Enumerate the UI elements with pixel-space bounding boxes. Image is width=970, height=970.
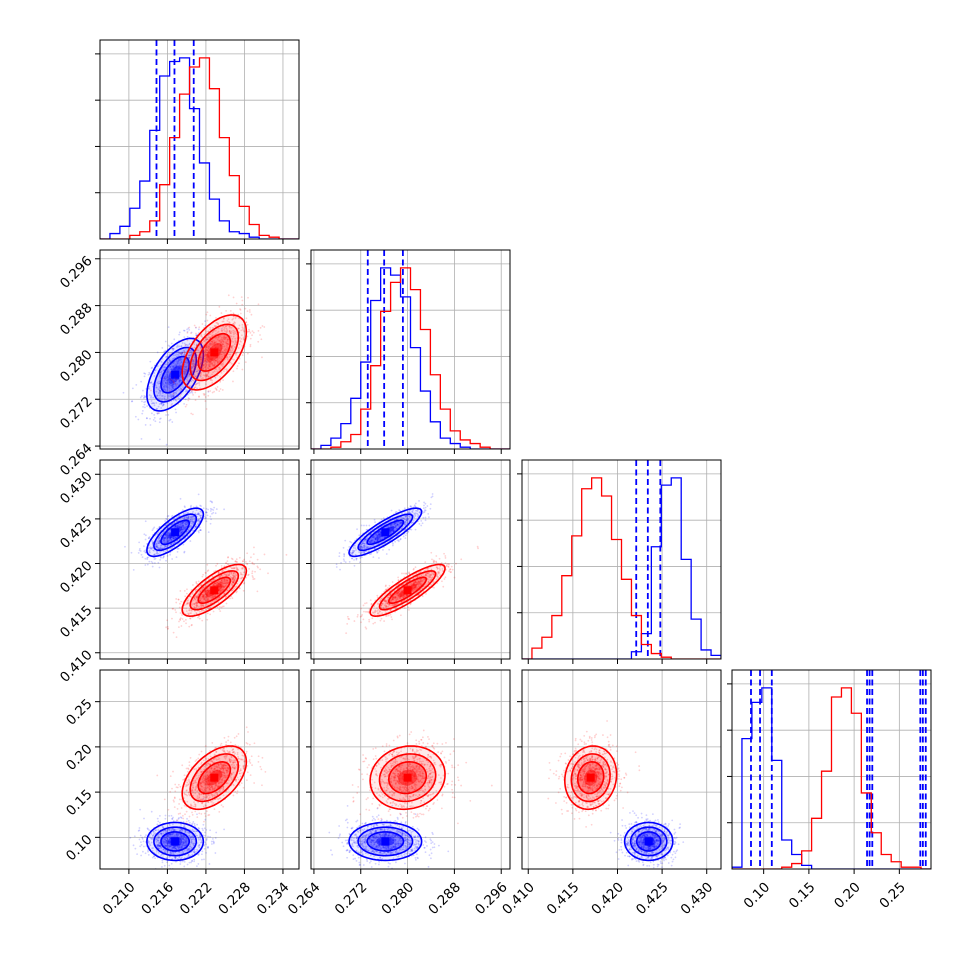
y-tick-label-2-3: 0.425 [57,513,96,552]
panel-frame [99,459,300,660]
panel-frame [731,669,932,870]
panel-frame [310,669,511,870]
x-tick-label-3-2: 0.20 [831,879,864,912]
x-tick-label-3-0: 0.10 [741,879,774,912]
panel-frame [310,459,511,660]
peak-bin-series-0 [381,837,390,846]
peak-bin-series-0 [171,370,180,379]
histogram-series-0 [100,57,299,239]
histogram-series-1 [100,57,299,239]
x-tick-label-2-3: 0.425 [633,879,672,918]
x-tick-label-1-1: 0.272 [332,879,371,918]
y-tick-label-1-4: 0.296 [57,253,96,292]
panel-frame [521,669,722,870]
hist-panel-3 [727,669,932,874]
histogram-series-1 [732,687,931,869]
y-tick-label-3-2: 0.20 [63,741,96,774]
x-tick-label-0-4: 0.234 [254,879,293,918]
hist-panel-2 [517,459,722,664]
y-tick-label-3-3: 0.25 [63,696,96,729]
panel-frame [99,669,300,870]
peak-bin-series-0 [171,528,180,537]
histogram-series-0 [522,477,721,659]
x-tick-label-1-3: 0.288 [425,879,464,918]
hist-panel-0 [95,39,300,244]
scatter-panel-2-0 [95,459,300,664]
scatter-panel-2-1 [306,459,511,664]
peak-bin-series-0 [644,837,653,846]
x-tick-label-2-1: 0.415 [544,879,583,918]
y-tick-label-1-3: 0.288 [57,300,96,339]
y-tick-label-2-2: 0.420 [57,558,96,597]
panel-frame [99,249,300,450]
scatter-panel-1-0 [95,249,300,454]
peak-bin-series-0 [171,837,180,846]
peak-bin-series-1 [403,586,412,595]
y-tick-label-3-1: 0.15 [63,786,96,819]
scatter-panel-3-0 [95,669,300,874]
peak-bin-series-1 [586,773,595,782]
y-tick-label-1-2: 0.280 [57,347,96,386]
peak-bin-series-0 [381,528,390,537]
peak-bin-series-1 [210,586,219,595]
peak-bin-series-1 [210,773,219,782]
y-tick-label-2-1: 0.415 [57,602,96,641]
histogram-series-1 [522,477,721,659]
histogram-series-0 [311,267,510,449]
peak-bin-series-1 [210,348,219,357]
y-tick-label-1-1: 0.272 [57,394,96,433]
y-tick-label-1-0: 0.264 [57,440,96,479]
x-tick-label-2-2: 0.420 [588,879,627,918]
y-tick-label-2-0: 0.410 [57,647,96,686]
x-tick-label-0-3: 0.228 [215,879,254,918]
x-tick-label-3-1: 0.15 [786,879,819,912]
panel-frame [521,459,722,660]
x-tick-label-0-1: 0.216 [138,879,177,918]
y-tick-label-3-0: 0.10 [63,832,96,865]
panel-frame [99,39,300,240]
x-tick-label-1-0: 0.264 [285,879,324,918]
x-tick-label-3-3: 0.25 [876,879,909,912]
hist-panel-1 [306,249,511,454]
x-tick-label-0-2: 0.222 [177,879,216,918]
scatter-panel-3-1 [306,669,511,874]
scatter-panel-3-2 [517,669,722,874]
peak-bin-series-1 [403,773,412,782]
x-tick-label-0-0: 0.210 [100,879,139,918]
panel-frame [310,249,511,450]
x-tick-label-1-2: 0.280 [379,879,418,918]
histogram-series-1 [311,267,510,449]
x-tick-label-2-4: 0.430 [678,879,717,918]
